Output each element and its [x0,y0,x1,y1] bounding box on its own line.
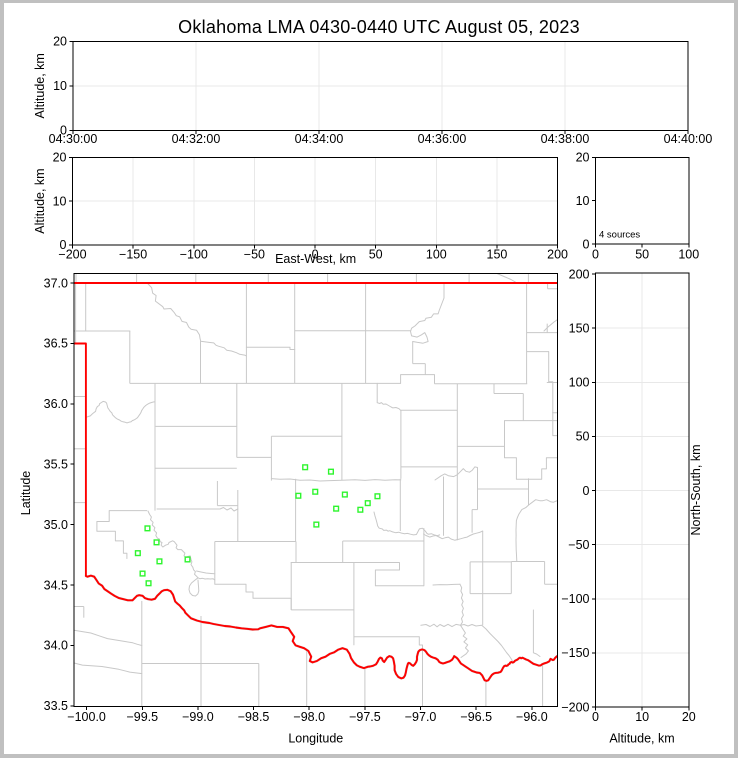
svg-text:−200: −200 [561,700,589,714]
svg-text:Latitude: Latitude [19,471,33,516]
svg-text:0: 0 [583,237,590,251]
svg-text:−150: −150 [119,247,147,261]
svg-text:−98.0: −98.0 [293,710,325,724]
svg-text:20: 20 [53,151,67,165]
svg-text:04:34:00: 04:34:00 [295,132,344,146]
svg-text:20: 20 [682,710,696,724]
svg-text:0: 0 [592,710,599,724]
svg-text:10: 10 [576,194,590,208]
svg-text:33.5: 33.5 [44,699,68,713]
svg-text:−100: −100 [561,592,589,606]
svg-text:200: 200 [569,267,590,281]
svg-text:34.5: 34.5 [44,578,68,592]
svg-text:Altitude, km: Altitude, km [609,732,674,746]
svg-text:0: 0 [60,124,67,138]
svg-text:Altitude, km: Altitude, km [33,168,47,233]
svg-text:04:38:00: 04:38:00 [541,132,590,146]
svg-text:36.0: 36.0 [44,397,68,411]
svg-text:37.0: 37.0 [44,276,68,290]
svg-text:4 sources: 4 sources [599,230,640,241]
svg-text:50: 50 [635,247,649,261]
svg-text:36.5: 36.5 [44,337,68,351]
svg-text:04:40:00: 04:40:00 [664,132,713,146]
svg-text:−97.5: −97.5 [349,710,381,724]
svg-text:150: 150 [569,321,590,335]
svg-text:−100.0: −100.0 [67,710,106,724]
svg-text:0: 0 [312,247,319,261]
svg-text:10: 10 [53,79,67,93]
svg-text:−50: −50 [568,538,589,552]
svg-text:04:36:00: 04:36:00 [418,132,467,146]
svg-text:50: 50 [369,247,383,261]
svg-text:North-South, km: North-South, km [689,444,703,535]
svg-text:0: 0 [60,238,67,252]
svg-text:100: 100 [569,376,590,390]
svg-text:0: 0 [583,484,590,498]
svg-text:10: 10 [53,194,67,208]
svg-text:Oklahoma LMA 0430-0440 UTC Aug: Oklahoma LMA 0430-0440 UTC August 05, 20… [178,17,580,37]
svg-text:20: 20 [576,151,590,165]
svg-text:150: 150 [487,247,508,261]
svg-text:−96.0: −96.0 [516,710,548,724]
svg-text:−200: −200 [58,247,86,261]
svg-text:−96.5: −96.5 [460,710,492,724]
svg-text:−98.5: −98.5 [238,710,270,724]
svg-text:Altitude, km: Altitude, km [33,53,47,118]
svg-text:0: 0 [592,247,599,261]
svg-text:04:30:00: 04:30:00 [49,132,98,146]
svg-text:200: 200 [547,247,568,261]
svg-text:50: 50 [576,430,590,444]
svg-text:100: 100 [678,247,699,261]
svg-text:Longitude: Longitude [288,732,343,746]
svg-text:−97.0: −97.0 [405,710,437,724]
svg-text:−50: −50 [244,247,265,261]
svg-text:−99.0: −99.0 [182,710,214,724]
svg-text:−150: −150 [561,646,589,660]
svg-text:−99.5: −99.5 [126,710,158,724]
svg-text:100: 100 [426,247,447,261]
svg-text:34.0: 34.0 [44,639,68,653]
svg-text:35.0: 35.0 [44,518,68,532]
svg-text:04:32:00: 04:32:00 [172,132,221,146]
svg-text:−100: −100 [180,247,208,261]
svg-text:20: 20 [53,35,67,49]
svg-text:35.5: 35.5 [44,458,68,472]
svg-text:10: 10 [635,710,649,724]
svg-text:East-West, km: East-West, km [275,252,356,266]
